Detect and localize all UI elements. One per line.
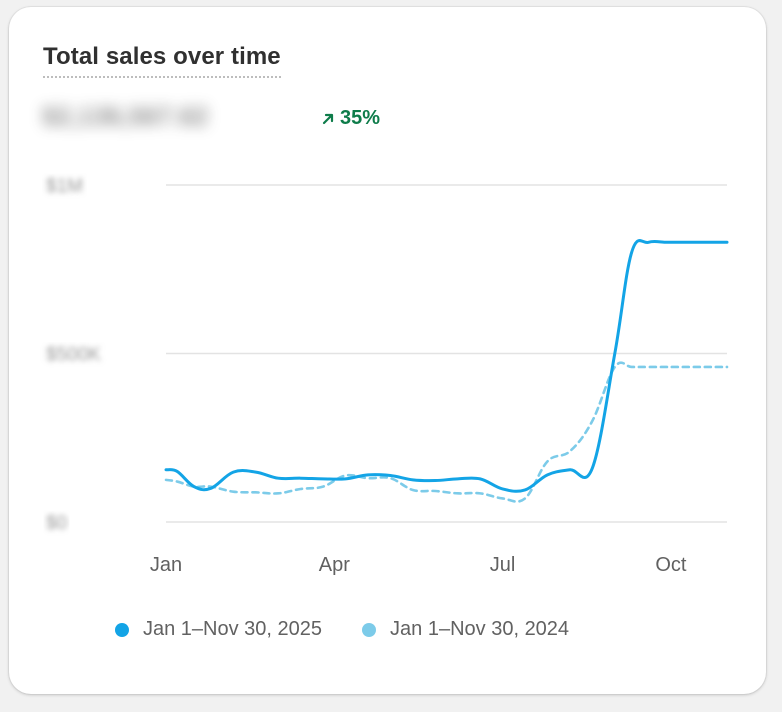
sales-card: Total sales over time $2,136,567.62 35% xyxy=(9,7,766,694)
y-tick-label: $1M xyxy=(46,176,83,197)
x-tick-label: Apr xyxy=(319,554,350,576)
legend-dot-previous xyxy=(362,622,377,637)
y-tick-label: $0 xyxy=(46,513,67,534)
legend-dot-current xyxy=(115,622,129,637)
y-tick-label: $500K xyxy=(46,345,101,366)
legend-label-current: Jan 1–Nov 30, 2025 xyxy=(143,618,323,640)
change-percent: 35% xyxy=(340,107,381,129)
arrow-up-right-icon xyxy=(322,113,334,125)
x-tick-label: Jul xyxy=(490,554,516,576)
series-line-previous[interactable] xyxy=(164,361,729,503)
chart-legend: Jan 1–Nov 30, 2025 Jan 1–Nov 30, 2024 xyxy=(115,618,569,641)
legend-item-current[interactable]: Jan 1–Nov 30, 2025 xyxy=(115,618,322,641)
series-line-current[interactable] xyxy=(164,239,729,493)
total-sales-value: $2,136,567.62 xyxy=(42,101,209,131)
x-tick-label: Oct xyxy=(655,554,687,576)
legend-label-previous: Jan 1–Nov 30, 2024 xyxy=(390,618,570,640)
change-badge: 35% xyxy=(322,107,380,130)
x-tick-label: Jan xyxy=(150,554,182,576)
legend-item-previous[interactable]: Jan 1–Nov 30, 2024 xyxy=(362,618,569,641)
card-title[interactable]: Total sales over time xyxy=(43,43,281,78)
